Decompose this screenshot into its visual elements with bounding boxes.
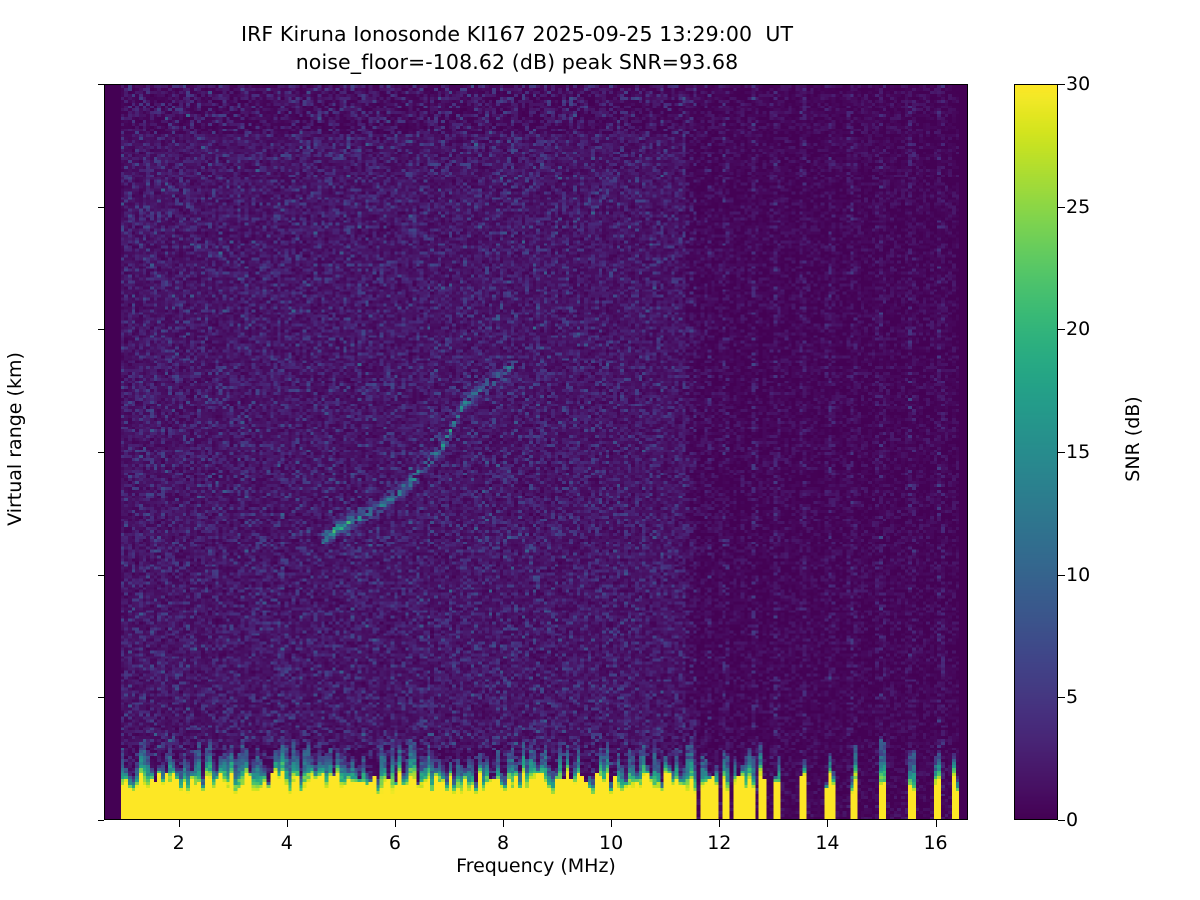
ionogram-axes[interactable]: [104, 84, 968, 820]
x-tick-label: 6: [388, 832, 401, 854]
y-tick-mark: [97, 329, 104, 331]
colorbar-gradient: [1015, 85, 1057, 819]
title-line-1: IRF Kiruna Ionosonde KI167 2025-09-25 13…: [240, 22, 794, 46]
x-tick-mark: [178, 820, 180, 827]
ionogram-heatmap[interactable]: [105, 85, 967, 819]
colorbar-tick-mark: [1058, 820, 1065, 821]
colorbar-tick-mark: [1058, 574, 1065, 576]
colorbar-tick-label: 30: [1066, 73, 1091, 95]
x-tick-label: 16: [923, 832, 948, 854]
title-line-2: noise_floor=-108.62 (dB) peak SNR=93.68: [295, 50, 739, 74]
colorbar-tick-label: 10: [1066, 563, 1091, 586]
x-tick-mark: [935, 820, 937, 827]
x-tick-mark: [827, 820, 829, 827]
y-tick-mark: [97, 574, 104, 576]
page-title: IRF Kiruna Ionosonde KI167 2025-09-25 13…: [0, 20, 1034, 76]
colorbar-label: SNR (dB): [1122, 396, 1144, 482]
colorbar-tick-label: 5: [1066, 686, 1079, 709]
x-tick-label: 10: [599, 832, 624, 854]
colorbar-tick-label: 20: [1066, 318, 1091, 341]
x-tick-mark: [286, 820, 288, 827]
y-tick-mark: [97, 697, 104, 699]
x-tick-label: 12: [707, 832, 732, 854]
x-tick-mark: [719, 820, 721, 827]
x-tick-label: 8: [496, 832, 510, 854]
y-axis-label: Virtual range (km): [4, 352, 26, 526]
colorbar-tick-mark: [1058, 452, 1065, 453]
y-tick-mark: [97, 820, 104, 821]
x-tick-label: 4: [280, 832, 293, 854]
colorbar[interactable]: [1014, 84, 1058, 820]
colorbar-tick-label: 0: [1066, 809, 1079, 831]
x-tick-mark: [394, 820, 396, 827]
colorbar-tick-label: 25: [1066, 195, 1091, 218]
x-tick-mark: [611, 820, 613, 827]
colorbar-tick-mark: [1058, 329, 1065, 331]
colorbar-tick-label: 15: [1066, 441, 1091, 463]
colorbar-tick-mark: [1058, 84, 1065, 85]
y-tick-mark: [97, 206, 104, 208]
x-tick-label: 2: [172, 832, 185, 854]
y-tick-mark: [97, 452, 104, 453]
colorbar-tick-mark: [1058, 697, 1065, 699]
y-tick-mark: [97, 84, 104, 85]
x-tick-mark: [503, 820, 505, 827]
x-tick-label: 14: [815, 832, 840, 854]
colorbar-tick-mark: [1058, 206, 1065, 208]
x-axis-label: Frequency (MHz): [456, 855, 616, 877]
